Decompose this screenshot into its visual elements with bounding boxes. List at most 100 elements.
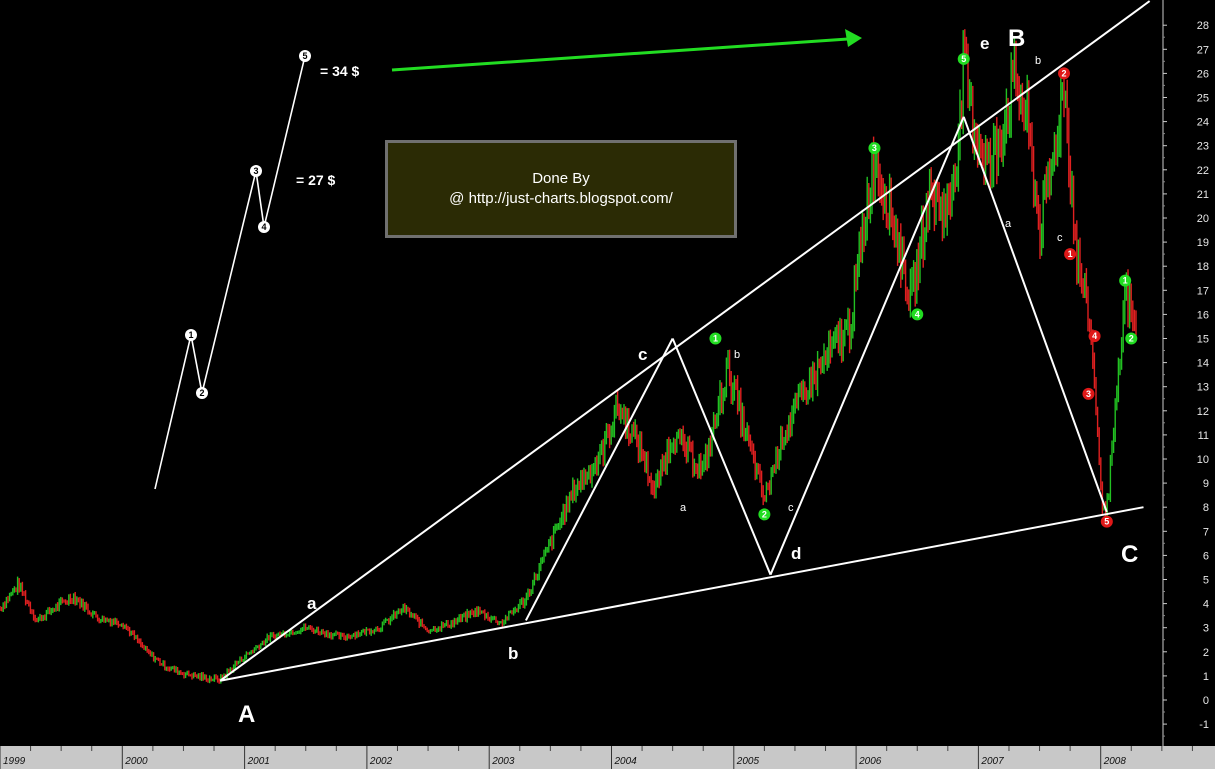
y-tick-label: -1 [1199, 719, 1209, 731]
y-tick-label: 22 [1197, 165, 1209, 177]
red-marker [1064, 248, 1077, 261]
y-tick-label: 11 [1198, 430, 1209, 442]
wave-label-a: a [307, 594, 317, 613]
y-axis: -101234567891011121314151617181920212223… [1162, 0, 1209, 746]
red-marker [1100, 515, 1113, 528]
x-tick-label: 2007 [980, 756, 1004, 767]
red-marker [1058, 67, 1071, 80]
wave-label-B: B [1008, 25, 1025, 52]
x-tick-label: 2000 [124, 756, 148, 767]
price-bars [0, 29, 1137, 684]
y-tick-label: 27 [1197, 44, 1209, 56]
lower-trendline [219, 506, 1144, 682]
sub-label-c-2: c [1057, 232, 1063, 244]
green-arrow-shaft [391, 37, 849, 72]
projection-marker [185, 329, 197, 341]
sub-label-a-2: a [1005, 218, 1012, 230]
wave-c-up [525, 338, 674, 621]
sub-label-a: a [680, 502, 687, 514]
wave-label-A: A [238, 701, 255, 728]
wave-labels: A B Ca b c d e a b c a b c [238, 25, 1138, 728]
y-tick-label: 12 [1197, 406, 1209, 418]
green-marker-label: 1 [713, 334, 718, 344]
wave-label-c: c [638, 345, 647, 364]
y-tick-label: 17 [1197, 285, 1209, 297]
green-marker [911, 308, 924, 321]
y-tick-label: 9 [1203, 478, 1209, 490]
price-target-27: = 27 $ [296, 172, 336, 188]
y-tick-label: 24 [1197, 117, 1209, 129]
y-tick-label: 21 [1197, 189, 1209, 201]
projection-marker [196, 387, 208, 399]
credit-line-1: Done By [532, 170, 590, 187]
green-marker-label: 2 [762, 509, 767, 519]
y-tick-label: 0 [1203, 695, 1209, 707]
sub-label-b: b [734, 349, 740, 361]
y-tick-label: 3 [1203, 623, 1209, 635]
x-tick-label: 2005 [736, 756, 760, 767]
wave-c-down [962, 116, 1108, 513]
credit-line-2: @ http://just-charts.blogspot.com/ [449, 190, 673, 207]
credit-box: Done By @ http://just-charts.blogspot.co… [385, 140, 737, 238]
green-marker-label: 2 [1129, 334, 1134, 344]
green-arrow-head [845, 29, 862, 47]
projection-marker [250, 165, 262, 177]
wave-d-down [671, 338, 772, 576]
y-tick-label: 23 [1197, 141, 1209, 153]
y-tick-label: 16 [1197, 309, 1209, 321]
y-tick-label: 6 [1203, 550, 1209, 562]
wave-e-up [769, 116, 965, 576]
projection-marker-label: 5 [302, 51, 307, 61]
y-tick-label: 19 [1197, 237, 1209, 249]
green-marker [1119, 274, 1132, 287]
x-axis-strip [0, 746, 1215, 769]
y-tick-label: 20 [1197, 213, 1209, 225]
green-marker-label: 5 [961, 54, 966, 64]
projection-marker-label: 2 [199, 388, 204, 398]
y-tick-label: 1 [1203, 671, 1209, 683]
wave-label-d: d [791, 544, 801, 563]
y-tick-label: 14 [1197, 358, 1209, 370]
red-marker-label: 4 [1092, 331, 1097, 341]
projection-marker [258, 221, 270, 233]
wave-label-e: e [980, 34, 989, 53]
projection-marker-label: 1 [188, 330, 193, 340]
sub-label-c: c [788, 502, 794, 514]
x-tick-label: 1999 [3, 756, 26, 767]
y-tick-label: 8 [1203, 502, 1209, 514]
y-tick-label: 26 [1197, 68, 1209, 80]
red-marker [1088, 330, 1101, 343]
y-tick-label: 13 [1197, 382, 1209, 394]
green-marker [957, 52, 970, 65]
y-tick-label: 28 [1197, 20, 1209, 32]
projection-line [154, 55, 306, 490]
y-tick-label: 15 [1197, 334, 1209, 346]
red-marker [1082, 387, 1095, 400]
x-tick-label: 2001 [247, 756, 270, 767]
red-marker-label: 5 [1104, 517, 1109, 527]
x-axis: 1999 2000 2001 2002 2003 2004 2005 2006 2007 2008 [0, 746, 1215, 769]
y-tick-label: 25 [1197, 93, 1209, 105]
green-marker-label: 3 [872, 143, 877, 153]
y-tick-label: 4 [1203, 599, 1209, 611]
elliott-wave-lines [219, 0, 1151, 682]
upper-trendline [219, 0, 1151, 682]
wave-label-C: C [1121, 541, 1138, 568]
red-marker-label: 3 [1086, 389, 1091, 399]
green-marker [1125, 332, 1138, 345]
projection-marker-label: 4 [261, 222, 266, 232]
wave-label-b: b [508, 644, 518, 663]
red-marker-label: 1 [1068, 249, 1073, 259]
x-tick-label: 2003 [491, 756, 515, 767]
red-marker-label: 2 [1062, 68, 1067, 78]
projection-sketch: 1 2 3 4 5 = 27 $ = 34 $ [154, 29, 862, 490]
green-marker [709, 332, 722, 345]
x-tick-label: 2008 [1103, 756, 1127, 767]
y-tick-label: 18 [1197, 261, 1209, 273]
green-marker [868, 142, 881, 155]
price-target-34: = 34 $ [320, 63, 360, 79]
green-marker [758, 508, 771, 521]
sub-label-b-2: b [1035, 55, 1041, 67]
y-tick-label: 5 [1203, 575, 1209, 587]
